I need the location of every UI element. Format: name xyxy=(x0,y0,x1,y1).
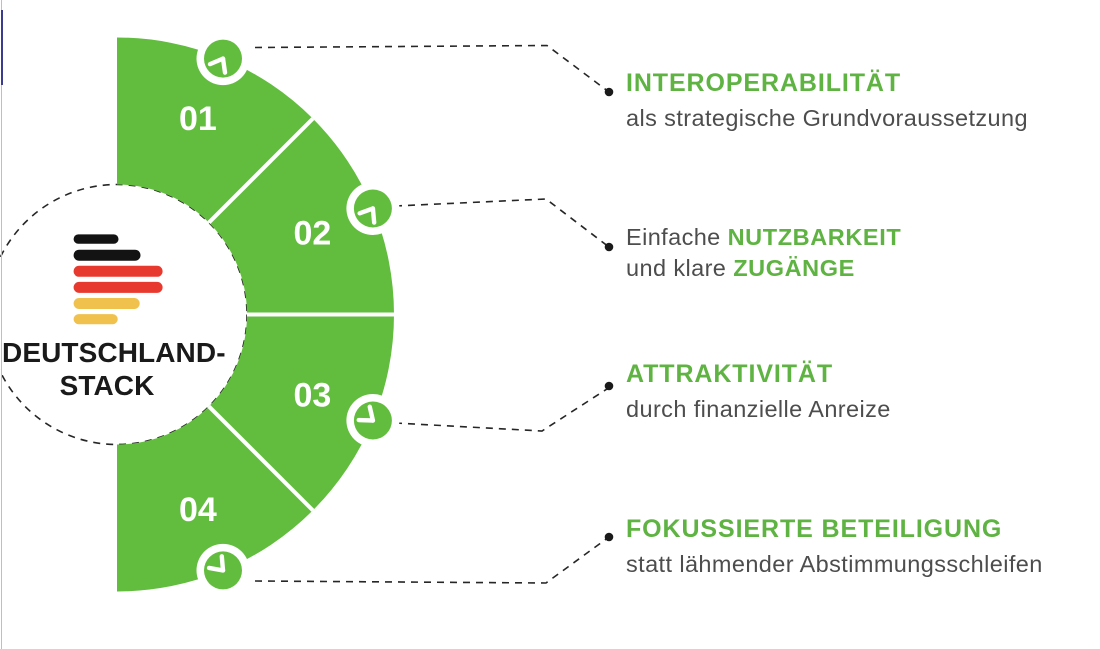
svg-text:02: 02 xyxy=(293,215,331,253)
svg-text:04: 04 xyxy=(179,491,217,529)
svg-text:03: 03 xyxy=(293,376,331,414)
svg-text:01: 01 xyxy=(179,100,217,138)
